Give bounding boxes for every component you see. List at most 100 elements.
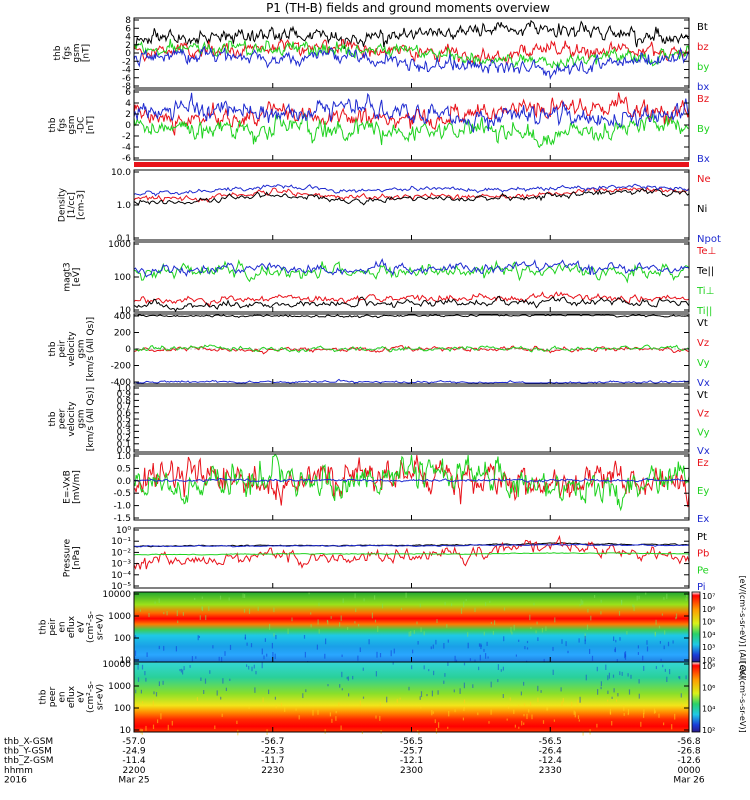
spectrogram-texture (560, 687, 562, 692)
spectrogram-texture (591, 655, 594, 661)
spectrogram-texture (472, 684, 474, 688)
series-density-Ni (133, 188, 690, 206)
xaxis-value: 0000 (678, 766, 701, 776)
ytick-label-peir-velocity: 400 (114, 312, 131, 322)
series-fgs-gsm-bx (133, 45, 690, 80)
spectrogram-texture (347, 627, 349, 630)
ytick-label-fgs-gsm: 6 (125, 24, 131, 34)
spectrogram-texture (646, 646, 649, 652)
spectrogram-texture (600, 686, 602, 690)
spectrogram-texture (666, 593, 668, 599)
ylabel-peer-spec: thb (39, 689, 49, 704)
spectrogram-texture (636, 595, 638, 601)
spectrogram-texture (614, 648, 616, 652)
ytick-label-pressure: 10⁰ (116, 526, 131, 536)
spectrogram-texture (291, 617, 293, 622)
spectrogram-texture (205, 615, 207, 621)
spectrogram-texture (244, 634, 246, 639)
spectrogram-texture (513, 709, 515, 714)
spectrogram-texture (166, 611, 168, 616)
spectrogram-texture (485, 653, 487, 659)
spectrogram-texture (362, 667, 364, 671)
spectrogram-texture (134, 635, 137, 639)
ytick-label-fgs-gsm-dc: -2 (122, 132, 131, 142)
spectrogram-texture (565, 641, 567, 647)
legend-fgs-gsm-dc: Bx (697, 154, 710, 165)
legend-density: Ni (697, 204, 707, 215)
spectrogram-texture (377, 626, 379, 632)
spectrogram-texture (262, 697, 264, 703)
spectrogram-texture (679, 676, 681, 680)
spectrogram-texture (526, 640, 529, 644)
colorbar-tick-peir-spec: 10³ (702, 643, 715, 652)
spectrogram-texture (561, 701, 563, 707)
spectrogram-texture (617, 693, 619, 697)
legend-temperature: Ti|| (696, 306, 712, 317)
ylabel-fgs-gsm: [nT] (81, 44, 91, 62)
series-fgs-gsm-dc-Bx (133, 92, 690, 134)
spectrogram-texture (675, 617, 677, 620)
spectrogram-texture (163, 645, 165, 651)
spectrogram-texture (212, 645, 214, 649)
spectrogram-texture (408, 631, 410, 637)
spectrogram-texture (613, 688, 615, 693)
spectrogram-texture (655, 619, 657, 625)
spectrogram-texture (312, 709, 314, 716)
legend-density: Npot (697, 234, 721, 245)
spectrogram-texture (287, 628, 289, 634)
spectrogram-texture (362, 696, 365, 699)
xaxis-value: -25.3 (261, 747, 284, 757)
spectrogram-texture (537, 685, 539, 692)
spectrogram-texture (681, 703, 683, 709)
spectrogram-texture (542, 720, 545, 724)
spectrogram-texture (547, 707, 549, 711)
colorbar-tick-peer-spec: 10⁸ (702, 662, 715, 671)
spectrogram-texture (396, 698, 398, 703)
series-efield-Ez (133, 454, 690, 508)
spectrogram-texture (146, 652, 148, 658)
spectrogram-texture (463, 706, 465, 711)
ylabel-fgs-gsm: fgs (62, 46, 72, 60)
legend-peir-velocity: Vx (697, 378, 710, 389)
spectrogram-texture (609, 711, 612, 715)
colorbar-tick-peir-spec: 10⁶ (702, 605, 715, 614)
spectrogram-texture (438, 722, 440, 728)
spectrogram-texture (537, 697, 539, 703)
legend-peir-velocity: Vz (697, 338, 709, 349)
spectrogram-texture (518, 726, 520, 729)
spectrogram-texture (410, 631, 412, 637)
spectrogram-texture (268, 689, 270, 695)
spectrogram-texture (158, 681, 160, 687)
xaxis-value: -12.6 (677, 756, 701, 766)
spectrogram-texture (430, 646, 432, 650)
spectrogram-texture (447, 662, 449, 666)
colorbar-label-peer-spec: [eV/(cm²-s-sr-eV)] (738, 661, 747, 732)
spectrogram-texture (335, 710, 337, 714)
spectrogram-texture (654, 632, 656, 637)
spectrogram-texture (554, 617, 556, 623)
spectrogram-texture (526, 713, 528, 720)
spectrogram-texture (318, 602, 320, 606)
spectrogram-texture (280, 702, 283, 707)
ylabel-efield: E=-VxB (62, 470, 72, 504)
spectrogram-texture (520, 691, 522, 696)
spectrogram-texture (577, 715, 580, 719)
spectrogram-texture (586, 624, 589, 630)
spectrogram-texture (580, 599, 582, 605)
ylabel-peir-velocity: thb (48, 341, 58, 356)
spectrogram-texture (368, 639, 370, 645)
ytick-label-density: 1.0 (117, 201, 132, 211)
xaxis-value: -57.0 (122, 737, 146, 747)
xaxis-value: Mar 25 (118, 775, 149, 785)
spectrogram-texture (488, 721, 490, 724)
spectrogram-texture (626, 631, 628, 635)
spectrogram-texture (584, 635, 586, 642)
ylabel-peir-velocity: [km/s (All Qs)] (86, 317, 96, 381)
spectrogram-texture (157, 719, 159, 724)
ytick-label-peer-velocity: 0.9 (117, 390, 132, 400)
ytick-label-fgs-gsm-dc: -4 (122, 143, 131, 153)
spectrogram-texture (653, 708, 656, 714)
ylabel-peer-spec: eV (77, 690, 87, 703)
spectrogram-texture (664, 630, 666, 635)
legend-fgs-gsm: by (697, 62, 709, 73)
